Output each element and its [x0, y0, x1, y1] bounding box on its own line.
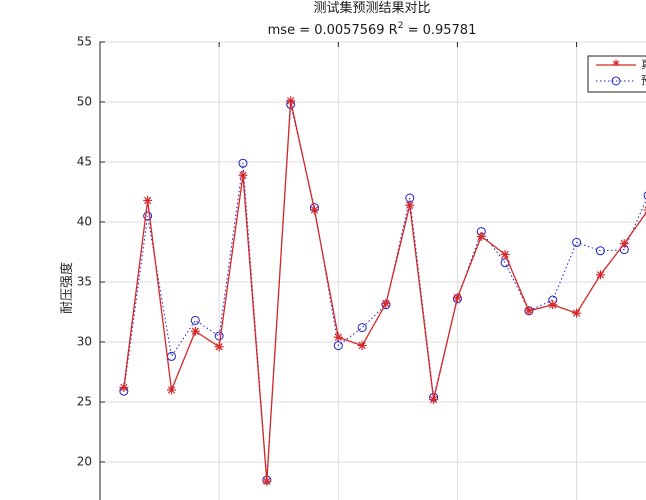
predicted-point [214, 331, 224, 341]
actual-point [500, 249, 510, 259]
y-tick-label: 25 [77, 395, 92, 409]
actual-point [333, 332, 343, 342]
y-tick-label: 55 [77, 35, 92, 49]
asterisk-stroke [310, 206, 319, 214]
asterisk-stroke [263, 477, 271, 485]
asterisk-stroke [572, 309, 581, 317]
actual-point [476, 231, 486, 241]
predicted-point [357, 323, 367, 333]
predicted-series-line [123, 104, 646, 481]
asterisk-stroke [501, 250, 509, 259]
y-tick-label: 50 [77, 95, 92, 109]
actual-point [524, 306, 534, 316]
actual-point [405, 200, 415, 210]
predicted-point [643, 191, 646, 200]
actual-point [214, 342, 224, 352]
actual-point [595, 270, 605, 280]
legend-label-predicted: 预 [641, 74, 646, 87]
y-axis-label: 耐压强度 [59, 262, 75, 314]
asterisk-stroke [120, 383, 128, 392]
y-tick-label: 20 [77, 455, 92, 469]
asterisk-stroke [334, 333, 342, 341]
predicted-point [143, 211, 153, 221]
actual-point [309, 205, 319, 215]
actual-point [190, 326, 200, 336]
y-tick-label: 35 [77, 275, 92, 289]
legend-marker-actual: * [612, 58, 620, 74]
predicted-point [238, 158, 248, 168]
grid [100, 41, 646, 500]
predicted-point [572, 237, 582, 247]
y-tick-label: 40 [77, 215, 92, 229]
asterisk-stroke [549, 301, 557, 309]
legend-marker-predicted [611, 76, 621, 86]
asterisk-stroke [620, 239, 628, 248]
asterisk-stroke [406, 201, 414, 209]
asterisk-stroke [382, 299, 390, 308]
predicted-point [190, 315, 200, 325]
asterisk-stroke [239, 171, 247, 179]
actual-point [143, 195, 153, 205]
y-axis: 20 25 30 35 40 45 50 55 [77, 35, 578, 469]
actual-point [166, 385, 176, 395]
subtitle-suffix: = 0.95781 [403, 23, 476, 38]
actual-point [357, 341, 367, 351]
chart-subtitle: mse = 0.0057569 R2 = 0.95781 [268, 21, 477, 38]
asterisk-stroke [596, 271, 605, 279]
subtitle-superscript: 2 [398, 21, 404, 31]
asterisk-stroke [143, 196, 152, 205]
legend-box [587, 55, 646, 93]
y-tick-label: 45 [77, 155, 92, 169]
asterisk-stroke [286, 97, 295, 105]
asterisk-stroke [358, 341, 366, 350]
actual-point [619, 239, 629, 249]
y-tick-label: 30 [77, 335, 92, 349]
asterisk-stroke [167, 386, 176, 394]
chart-title: 测试集预测结果对比 [313, 0, 430, 16]
actual-point [548, 300, 558, 310]
legend-label-actual: 真 [641, 57, 646, 71]
predicted-point [595, 246, 605, 256]
subtitle-prefix: mse = 0.0057569 R [268, 23, 398, 38]
actual-point [381, 299, 391, 309]
series-group [119, 96, 646, 486]
actual-point [429, 395, 439, 405]
actual-point [452, 293, 462, 303]
actual-point [572, 308, 582, 318]
plot-area [99, 41, 646, 500]
asterisk-stroke [429, 395, 438, 404]
asterisk-stroke [525, 307, 533, 315]
legend: * 真 预 [587, 55, 646, 93]
actual-point [262, 476, 272, 486]
asterisk-stroke [477, 232, 485, 241]
asterisk-stroke [191, 327, 199, 335]
actual-point [238, 170, 248, 180]
asterisk-stroke [453, 293, 462, 302]
actual-point [286, 96, 296, 106]
asterisk-stroke [215, 343, 223, 351]
actual-point [119, 383, 129, 393]
